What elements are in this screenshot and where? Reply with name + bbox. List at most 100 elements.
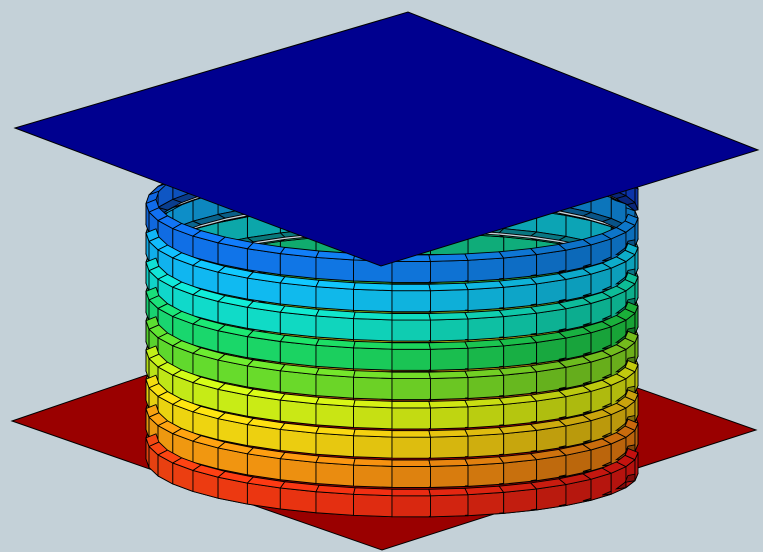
coil-segment bbox=[315, 426, 356, 458]
coil-segment-side-face bbox=[279, 341, 317, 367]
coil-segment bbox=[428, 282, 469, 313]
coil-segment-side-face bbox=[279, 399, 317, 426]
coil-segment-top-face bbox=[428, 312, 469, 321]
coil-segment-top-face bbox=[624, 213, 639, 226]
coil-segment-side-face bbox=[430, 435, 469, 459]
coil-segment bbox=[498, 365, 538, 397]
coil-segment bbox=[352, 428, 393, 459]
coil-segment bbox=[315, 397, 356, 428]
coil-segment-top-face bbox=[391, 283, 432, 292]
coil-segment bbox=[624, 389, 639, 425]
coil-segment-side-face bbox=[353, 347, 393, 371]
coil-segment bbox=[498, 453, 538, 485]
coil-segment bbox=[315, 367, 356, 399]
coil-segment-side-face bbox=[391, 319, 431, 342]
coil-segment-side-face bbox=[279, 428, 317, 455]
coil-segment-side-face bbox=[315, 491, 354, 516]
coil-segment-side-face bbox=[353, 318, 393, 342]
coil-segment-top-face bbox=[624, 301, 639, 314]
spring-coil bbox=[145, 143, 639, 518]
coil-segment-side-face bbox=[279, 311, 317, 338]
coil-segment bbox=[279, 246, 320, 279]
coil-segment bbox=[217, 324, 255, 359]
coil-segment-side-face bbox=[279, 487, 317, 514]
coil-segment bbox=[352, 458, 393, 488]
coil-segment bbox=[246, 330, 286, 364]
coil-segment bbox=[279, 334, 320, 367]
coil-segment-top-face bbox=[391, 371, 432, 380]
coil-segment bbox=[601, 461, 628, 496]
coil-segment-side-face bbox=[279, 253, 317, 279]
coil-segment-top-face bbox=[428, 399, 469, 409]
coil-segment bbox=[498, 306, 538, 339]
coil-segment-top-face bbox=[428, 253, 469, 262]
coil-segment bbox=[217, 441, 255, 476]
coil-segment bbox=[246, 271, 286, 305]
coil-segment-top-face bbox=[352, 487, 393, 497]
coil-segment bbox=[315, 250, 356, 282]
coil-segment-side-face bbox=[430, 318, 469, 342]
coil-segment bbox=[217, 470, 255, 505]
coil-segment bbox=[279, 364, 320, 397]
coil-segment-side-face bbox=[315, 374, 354, 399]
coil-segment-side-face bbox=[391, 407, 431, 430]
coil-segment bbox=[391, 488, 432, 518]
coil-segment-side-face bbox=[391, 436, 431, 459]
coil-segment-top-face bbox=[428, 487, 469, 497]
coil-segment-side-face bbox=[315, 461, 354, 487]
coil-segment-side-face bbox=[467, 316, 505, 341]
coil-segment-side-face bbox=[430, 259, 469, 283]
coil-segment bbox=[279, 422, 320, 455]
coil-segment bbox=[464, 280, 505, 312]
coil-segment bbox=[191, 288, 227, 324]
coil-segment-top-face bbox=[624, 272, 639, 285]
coil-segment bbox=[352, 282, 393, 313]
coil-segment bbox=[529, 390, 568, 423]
coil-segment bbox=[279, 276, 320, 309]
coil-segment bbox=[624, 242, 639, 278]
coil-segment bbox=[581, 379, 613, 414]
coil-segment bbox=[315, 338, 356, 370]
coil-segment-side-face bbox=[391, 378, 431, 401]
coil-segment bbox=[498, 248, 538, 280]
coil-segment bbox=[246, 359, 286, 393]
coil-segment bbox=[246, 242, 286, 276]
coil-segment bbox=[464, 397, 505, 429]
coil-segment bbox=[391, 254, 432, 283]
coil-segment bbox=[246, 418, 286, 451]
coil-segment-side-face bbox=[391, 290, 431, 313]
coil-segment-side-face bbox=[467, 404, 505, 429]
coil-segment-top-face bbox=[352, 399, 393, 409]
coil-segment bbox=[246, 300, 286, 334]
coil-segment bbox=[191, 376, 227, 412]
coil-segment bbox=[464, 251, 505, 282]
coil-segment-side-face bbox=[315, 432, 354, 458]
coil-segment bbox=[428, 487, 469, 518]
coil-segment bbox=[279, 481, 320, 514]
coil-segment bbox=[557, 444, 593, 477]
coil-segment bbox=[464, 427, 505, 458]
coil-segment-top-face bbox=[352, 282, 393, 292]
coil-segment bbox=[529, 331, 568, 365]
coil-segment-side-face bbox=[430, 289, 469, 313]
coil-segment-top-face bbox=[624, 389, 639, 402]
coil-segment-side-face bbox=[353, 376, 393, 400]
coil-segment-side-face bbox=[353, 405, 393, 430]
coil-segment-top-face bbox=[428, 370, 469, 380]
coil-segment bbox=[352, 311, 393, 342]
coil-segment bbox=[391, 283, 432, 313]
coil-segment-side-face bbox=[315, 286, 354, 311]
coil-segment-top-face bbox=[428, 458, 469, 467]
coil-segment-side-face bbox=[430, 406, 469, 430]
coil-segment bbox=[279, 305, 320, 338]
coil-segment-side-face bbox=[391, 348, 431, 371]
coil-segment-side-face bbox=[315, 403, 354, 428]
coil-segment-side-face bbox=[315, 315, 354, 341]
coil-segment-top-face bbox=[428, 282, 469, 292]
coil-segment bbox=[191, 230, 227, 265]
coil-segment-side-face bbox=[467, 433, 505, 458]
coil-segment-side-face bbox=[353, 435, 393, 459]
coil-segment bbox=[464, 485, 505, 517]
